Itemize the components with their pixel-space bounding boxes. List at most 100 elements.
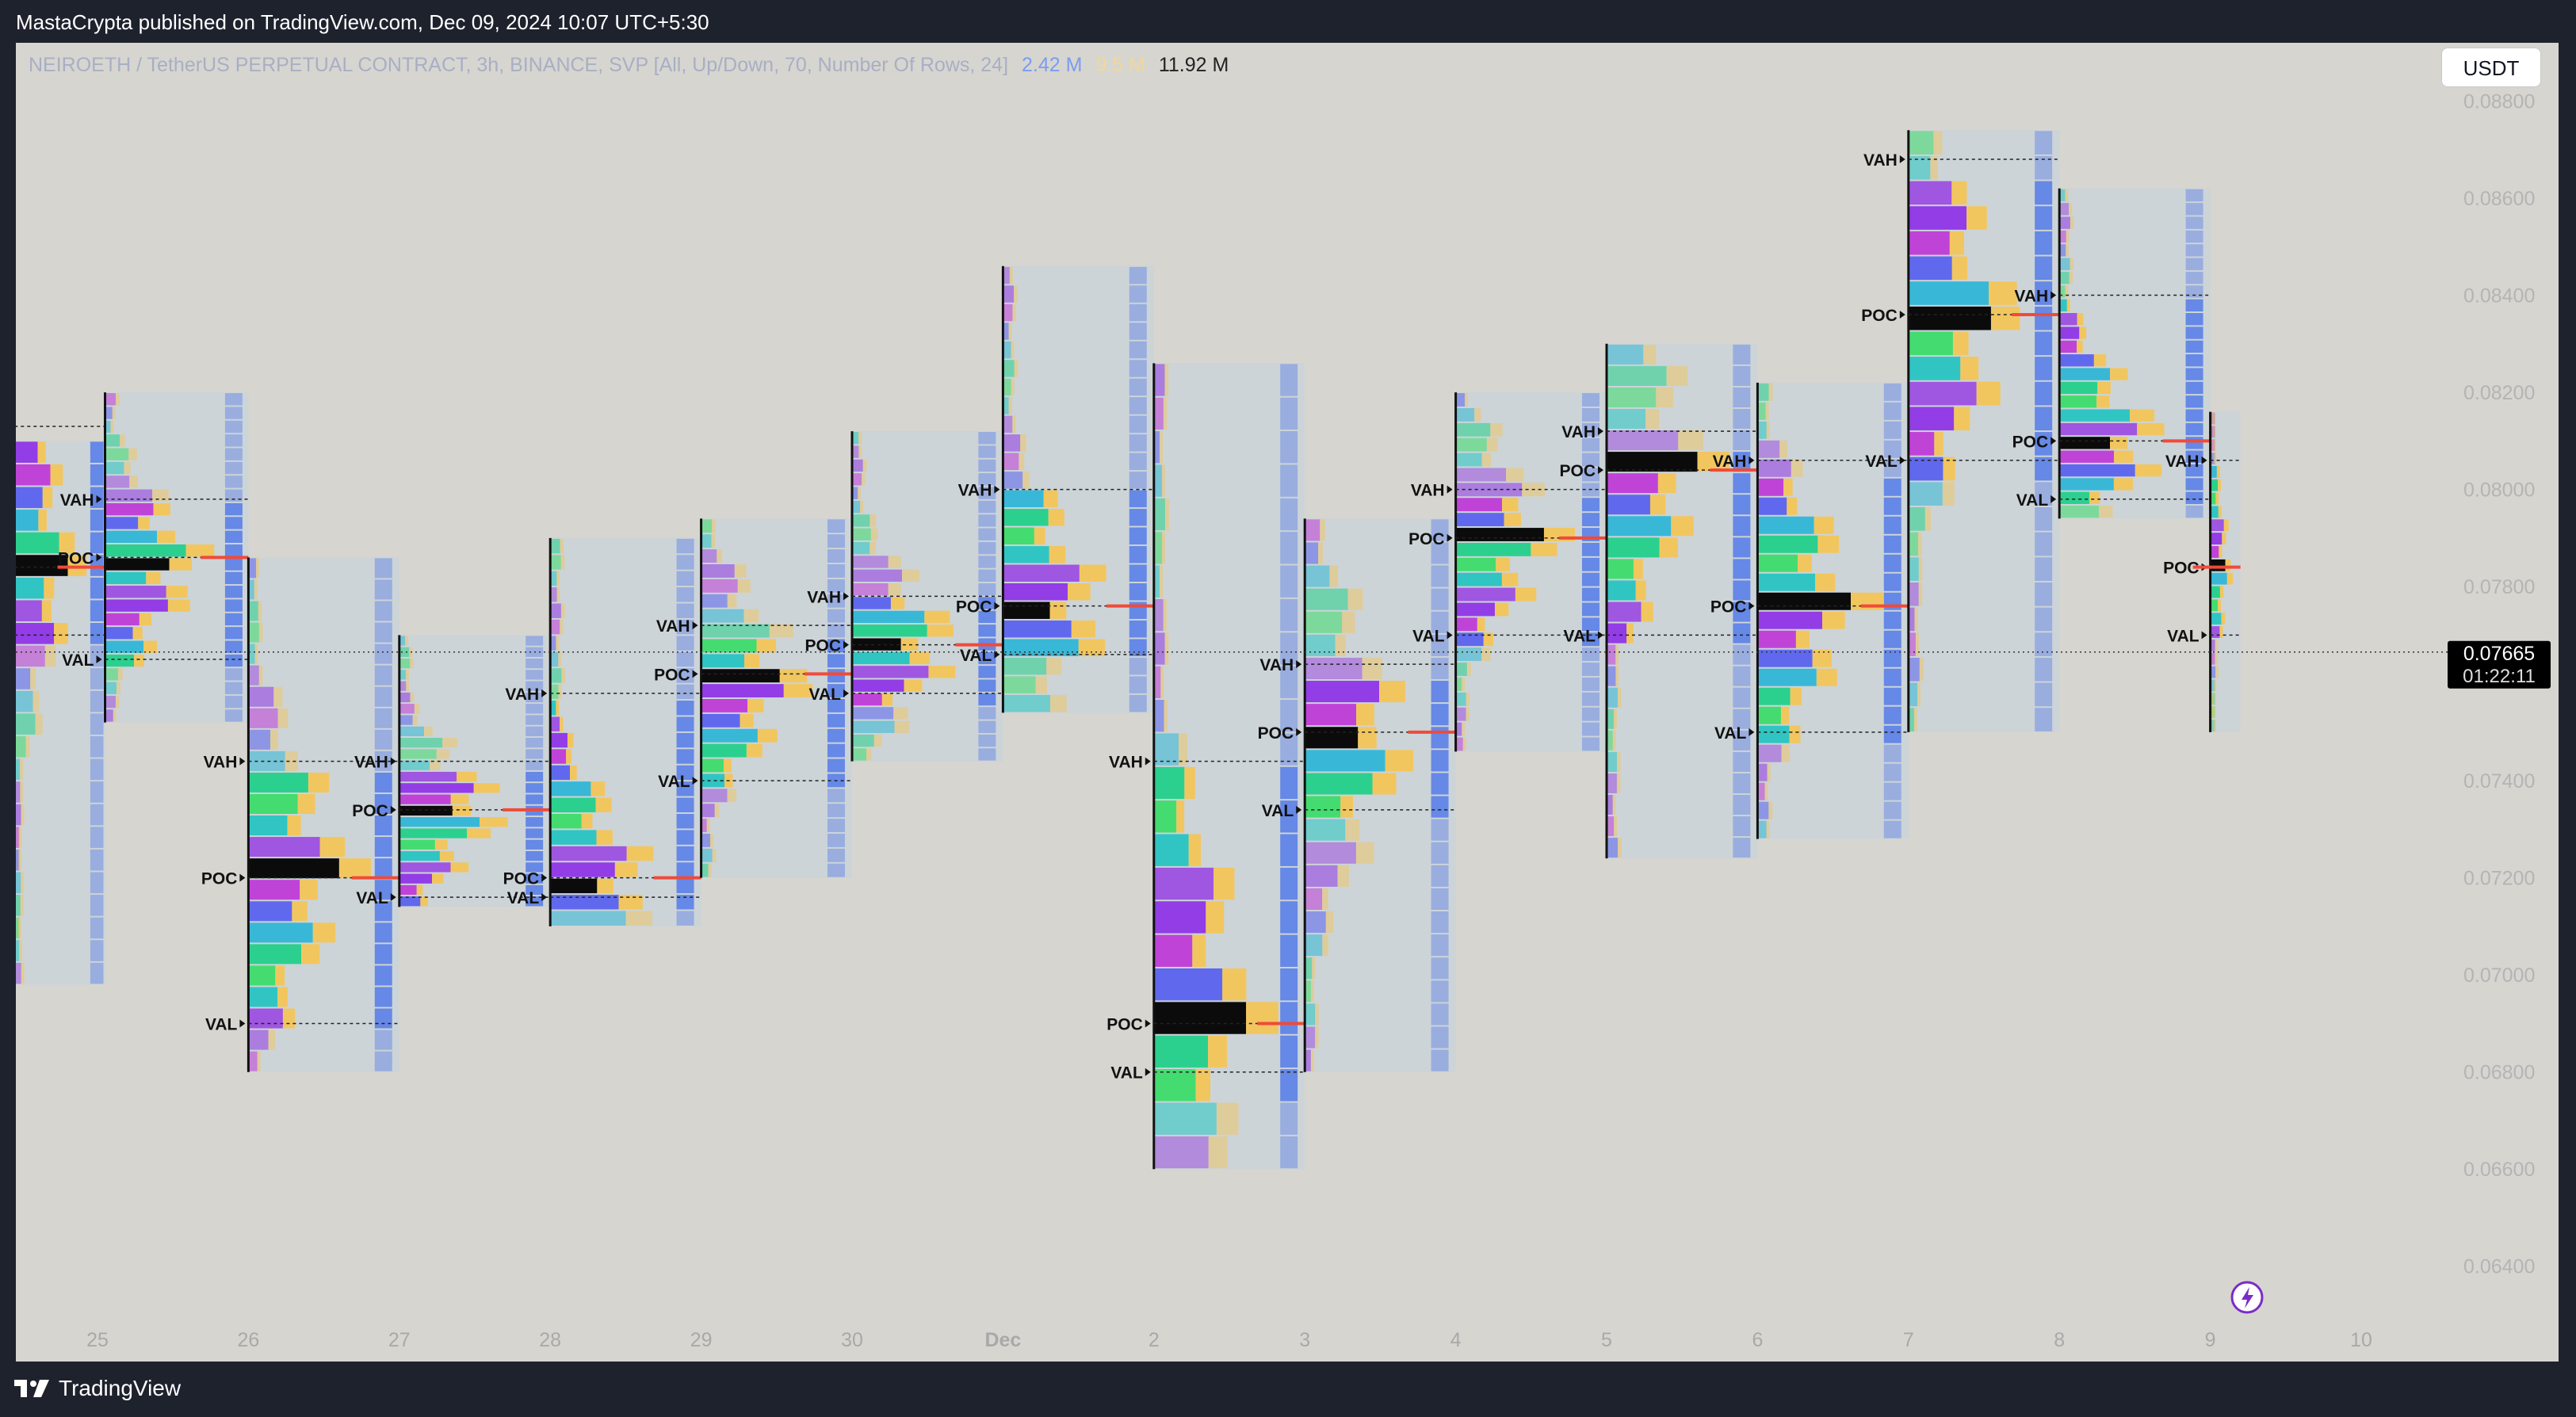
profile-up-volume bbox=[1335, 634, 1346, 656]
profile-row bbox=[1153, 934, 1193, 967]
profile-row bbox=[248, 1051, 258, 1071]
tradingview-brand[interactable]: TradingView bbox=[14, 1376, 181, 1401]
profile-down-volume bbox=[2035, 306, 2053, 330]
profile-up-volume bbox=[254, 579, 258, 600]
profile-up-volume bbox=[1161, 464, 1165, 497]
level-arrow-icon bbox=[390, 805, 396, 814]
profile-up-volume bbox=[1310, 980, 1314, 1003]
profile-up-volume bbox=[1011, 341, 1015, 359]
profile-down-volume bbox=[1129, 620, 1147, 638]
profile-up-volume bbox=[1340, 796, 1353, 818]
profile-up-volume bbox=[20, 758, 24, 781]
profile-up-volume bbox=[1318, 542, 1323, 564]
profile-down-volume bbox=[1883, 706, 1901, 724]
profile-up-volume bbox=[869, 514, 877, 527]
profile-row bbox=[550, 862, 615, 877]
profile-row bbox=[1153, 464, 1162, 497]
profile-up-volume bbox=[268, 1029, 276, 1050]
profile-row bbox=[701, 789, 728, 803]
profile-up-volume bbox=[19, 940, 23, 961]
level-label-vah: VAH bbox=[1561, 423, 1596, 441]
profile-up-volume bbox=[2219, 626, 2223, 638]
profile-row bbox=[1455, 737, 1463, 751]
level-label-poc: POC bbox=[805, 637, 841, 655]
profile-up-volume bbox=[862, 473, 866, 486]
profile-row bbox=[2210, 412, 2215, 425]
profile-row bbox=[2059, 505, 2099, 518]
profile-down-volume bbox=[374, 1029, 392, 1050]
profile-up-volume bbox=[1164, 498, 1169, 531]
profile-down-volume bbox=[224, 695, 243, 708]
profile-down-volume bbox=[90, 940, 104, 961]
profile-down-volume bbox=[90, 804, 104, 826]
profile-up-volume bbox=[1930, 155, 1938, 180]
profile-up-volume bbox=[717, 549, 723, 563]
profile-row bbox=[399, 692, 411, 703]
level-arrow-icon bbox=[239, 873, 246, 882]
profile-up-volume bbox=[888, 583, 901, 596]
profile-down-volume bbox=[374, 644, 392, 664]
profile-down-volume bbox=[374, 837, 392, 857]
profile-up-volume bbox=[1034, 527, 1045, 545]
x-tick-label: 28 bbox=[539, 1329, 561, 1351]
profile-down-volume bbox=[1733, 644, 1751, 665]
profile-down-volume bbox=[2035, 231, 2053, 255]
chart-area[interactable]: 0.08800 0.08600 0.08400 0.08200 0.08000 0.078… bbox=[16, 43, 2559, 1362]
profile-row bbox=[1908, 682, 1918, 707]
profile-down-volume bbox=[2185, 381, 2203, 395]
profile-up-volume bbox=[2211, 693, 2215, 705]
currency-button[interactable]: USDT bbox=[2441, 48, 2541, 87]
volume-profile: VAH POC VAL bbox=[1106, 363, 1305, 1170]
profile-up-volume bbox=[1659, 537, 1678, 558]
profile-down-volume bbox=[374, 922, 392, 943]
lightning-icon[interactable] bbox=[2230, 1281, 2264, 1314]
profile-up-volume bbox=[556, 636, 560, 651]
profile-up-volume bbox=[1615, 644, 1619, 665]
profile-up-volume bbox=[1951, 181, 1967, 205]
profile-row bbox=[1908, 407, 1955, 431]
profile-row bbox=[701, 594, 728, 608]
profile-row bbox=[701, 743, 747, 758]
x-tick-label: 10 bbox=[2350, 1329, 2372, 1351]
profile-row bbox=[105, 434, 120, 447]
profile-up-volume bbox=[258, 665, 263, 686]
profile-down-volume bbox=[1581, 663, 1599, 676]
profile-up-volume bbox=[1372, 773, 1397, 795]
profile-up-volume bbox=[157, 530, 176, 543]
volume-profile: VAH POC VAL bbox=[201, 557, 399, 1072]
profile-up-volume bbox=[1079, 564, 1106, 582]
profile-up-volume bbox=[1312, 957, 1316, 980]
profile-down-volume bbox=[1733, 816, 1751, 837]
chart-svg[interactable]: 0.08800 0.08600 0.08400 0.08200 0.08000 0.078… bbox=[16, 43, 2559, 1362]
profile-up-volume bbox=[1465, 393, 1469, 407]
profile-down-volume bbox=[1431, 796, 1449, 818]
profile-row bbox=[852, 610, 925, 624]
profile-down-volume bbox=[676, 895, 694, 910]
profile-up-volume bbox=[1954, 407, 1970, 431]
profile-down-volume bbox=[676, 797, 694, 812]
profile-down-volume bbox=[224, 599, 243, 612]
profile-up-volume bbox=[1918, 557, 1923, 581]
profile-row bbox=[1908, 131, 1934, 155]
lightning-icon-glyph bbox=[2242, 1287, 2253, 1308]
profile-row bbox=[2059, 381, 2098, 395]
profile-up-volume bbox=[866, 748, 872, 761]
volume-profile: VAH POC VAL bbox=[58, 392, 249, 723]
profile-row bbox=[1153, 397, 1164, 430]
profile-up-volume bbox=[1616, 773, 1621, 793]
profile-row bbox=[550, 813, 582, 829]
profile-row bbox=[1153, 901, 1206, 934]
profile-up-volume bbox=[711, 534, 716, 548]
profile-down-volume bbox=[224, 682, 243, 694]
x-tick-label: Dec bbox=[984, 1329, 1021, 1351]
profile-down-volume bbox=[1581, 542, 1599, 556]
profile-down-volume bbox=[1280, 934, 1298, 967]
profile-up-volume bbox=[1814, 516, 1834, 534]
profile-down-volume bbox=[1280, 632, 1298, 665]
profile-row bbox=[2059, 437, 2111, 449]
profile-up-volume bbox=[285, 751, 298, 771]
profile-down-volume bbox=[1581, 737, 1599, 751]
profile-up-volume bbox=[709, 833, 713, 847]
profile-down-volume bbox=[1280, 364, 1298, 396]
profile-down-volume bbox=[526, 715, 544, 725]
